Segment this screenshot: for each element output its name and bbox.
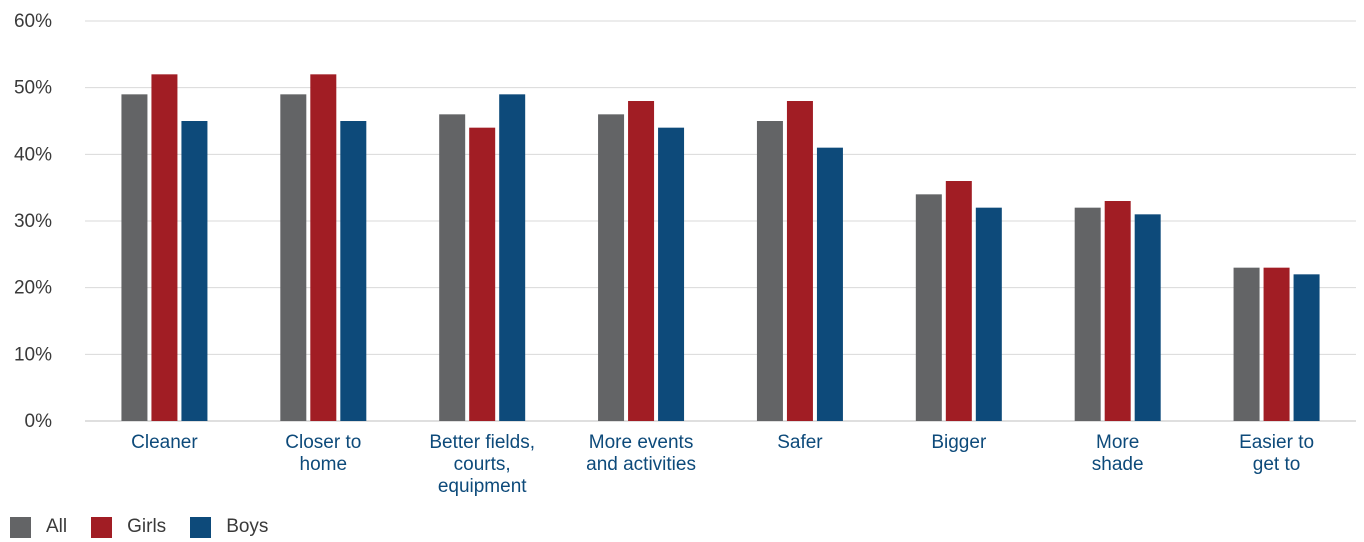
y-tick-label: 40% — [14, 144, 52, 165]
legend-swatch-all — [10, 516, 31, 538]
bar-all-better-fields-courts-equipment — [439, 114, 466, 421]
x-category-label: Safer — [777, 432, 823, 453]
legend-swatch-girls — [91, 516, 113, 538]
bar-girls-closer-to-home — [310, 74, 337, 421]
bar-all-cleaner — [121, 94, 148, 421]
bar-all-closer-to-home — [280, 94, 307, 421]
x-category-label-line: shade — [1092, 454, 1144, 475]
legend: All Girls Boys — [10, 516, 292, 538]
x-category-label-line: More events — [589, 432, 694, 453]
legend-label-all: All — [46, 516, 68, 537]
x-category-label-line: home — [300, 454, 348, 475]
x-category-label-line: Easier to — [1239, 432, 1314, 453]
legend-item-all: All — [10, 516, 67, 538]
bar-girls-more-shade — [1104, 201, 1131, 421]
x-category-label-line: Cleaner — [131, 432, 198, 453]
x-category-label-line: Better fields, — [429, 432, 535, 453]
bar-boys-closer-to-home — [340, 121, 367, 421]
bar-chart: 0% 10% 20% 30% 40% 50% 60% Cleaner Closer to home… — [14, 11, 1356, 497]
bar-girls-easier-to-get-to — [1263, 267, 1290, 421]
x-category-label-line: Bigger — [931, 432, 987, 453]
legend-swatch-boys — [190, 516, 212, 538]
x-category-label-line: courts, — [454, 454, 511, 475]
x-category-label: More shade — [1092, 432, 1144, 475]
bar-girls-better-fields-courts-equipment — [469, 127, 496, 422]
legend-item-boys: Boys — [190, 516, 268, 538]
x-category-label: Better fields, courts, equipment — [429, 432, 535, 497]
x-category-label-line: and activities — [586, 454, 696, 475]
bar-boys-more-events-and-activities — [658, 127, 685, 422]
bar-boys-better-fields-courts-equipment — [499, 94, 526, 421]
bar-boys-more-shade — [1134, 214, 1161, 421]
x-category-label-line: equipment — [438, 476, 527, 497]
legend-label-girls: Girls — [127, 516, 167, 537]
legend-label-boys: Boys — [226, 516, 269, 537]
bar-all-easier-to-get-to — [1233, 267, 1260, 421]
x-category-label: Bigger — [931, 432, 987, 453]
bar-all-more-shade — [1074, 207, 1101, 421]
y-tick-label: 10% — [14, 344, 52, 365]
x-category-label: More events and activities — [586, 432, 696, 475]
y-tick-label: 30% — [14, 211, 52, 232]
x-category-label: Closer to home — [285, 432, 361, 475]
x-category-label: Cleaner — [131, 432, 198, 453]
x-category-label-line: Closer to — [285, 432, 361, 453]
y-tick-label: 60% — [14, 11, 52, 32]
bar-girls-safer — [786, 101, 813, 421]
x-category-label-line: Safer — [777, 432, 823, 453]
bar-all-safer — [756, 121, 783, 421]
bar-boys-bigger — [975, 207, 1002, 421]
x-category-label-line: get to — [1253, 454, 1301, 475]
x-category-label: Easier to get to — [1239, 432, 1314, 475]
bar-boys-cleaner — [181, 121, 208, 421]
legend-item-girls: Girls — [91, 516, 166, 538]
bar-all-more-events-and-activities — [598, 114, 625, 421]
y-tick-label: 0% — [25, 411, 53, 432]
y-tick-label: 20% — [14, 278, 52, 299]
x-category-label-line: More — [1096, 432, 1139, 453]
y-tick-label: 50% — [14, 78, 52, 99]
bar-girls-more-events-and-activities — [628, 101, 655, 421]
bar-girls-bigger — [945, 181, 972, 421]
bar-boys-easier-to-get-to — [1293, 274, 1320, 421]
bar-boys-safer — [816, 147, 843, 421]
bar-girls-cleaner — [151, 74, 178, 421]
bar-all-bigger — [915, 194, 942, 421]
